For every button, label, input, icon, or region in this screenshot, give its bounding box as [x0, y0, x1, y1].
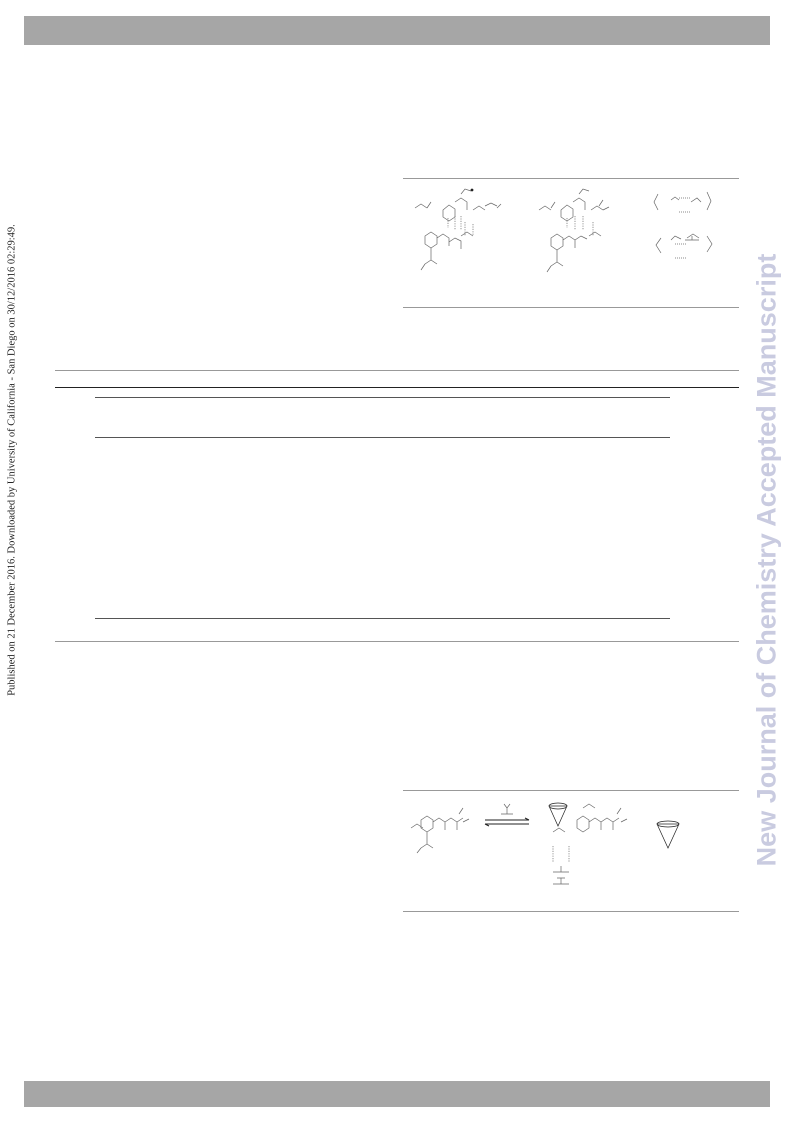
table-bottom-rule	[55, 641, 739, 642]
scheme1-structures	[414, 188, 713, 273]
inner-table-top-rule	[95, 397, 670, 398]
scheme1-bottom-rule	[403, 307, 739, 308]
scheme2-top-rule	[403, 790, 739, 791]
header-band	[24, 16, 770, 45]
footer-band	[24, 1081, 770, 1107]
scheme1-top-rule	[403, 178, 739, 179]
table-header-rule	[55, 387, 739, 388]
inner-table-header-rule	[95, 437, 670, 438]
scheme2-structures	[410, 802, 680, 885]
publication-note-text: Published on 21 December 2016. Downloade…	[6, 224, 18, 696]
inner-table-bottom-rule	[95, 618, 670, 619]
scheme2-bottom-rule	[403, 911, 739, 912]
table-top-rule	[55, 370, 739, 371]
journal-watermark-text: New Journal of Chemistry Accepted Manusc…	[751, 253, 782, 867]
